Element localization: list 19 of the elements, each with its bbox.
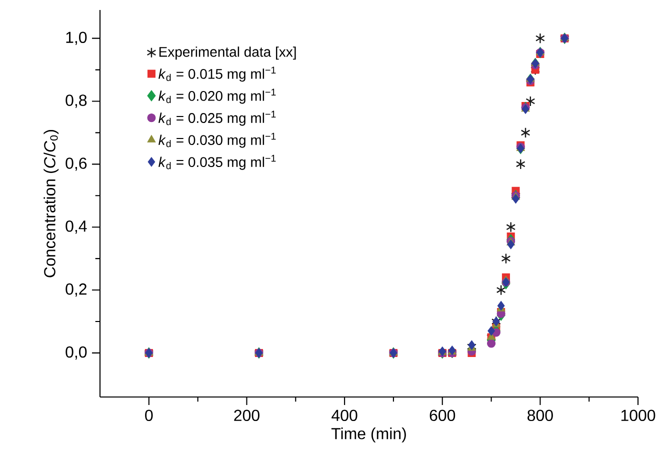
legend-label: Experimental data [xx] [159, 46, 296, 60]
x-tick-label: 600 [430, 410, 456, 422]
legend-label: k$_{d}$ = 0.015 mg ml$^{−1}$ [158, 66, 276, 82]
x-tick-label: 0 [145, 410, 153, 422]
legend-label: k$_{d}$ = 0.035 mg ml$^{−1}$ [158, 154, 276, 170]
y-tick-label: 0,0 [66, 346, 87, 360]
x-tick-label: 200 [234, 410, 260, 422]
legend-label: k$_{d}$ = 0.030 mg ml$^{−1}$ [158, 132, 276, 148]
x-tick-label: 1000 [621, 410, 656, 422]
y-tick-label: 0,2 [66, 283, 86, 297]
x-tick-label: 800 [528, 410, 553, 422]
x-tick-label: 400 [332, 410, 358, 422]
legend-label: k$_{d}$ = 0.025 mg ml$^{−1}$ [158, 110, 276, 126]
y-tick-label: 0,4 [66, 220, 87, 234]
y-tick-label: 0,8 [66, 94, 87, 108]
legend-label: k$_{d}$ = 0.020 mg ml$^{−1}$ [158, 88, 276, 104]
y-tick-label: 1,0 [66, 32, 87, 45]
x-axis-title: Time (min) [331, 428, 406, 442]
y-tick-label: 0,6 [66, 158, 87, 171]
